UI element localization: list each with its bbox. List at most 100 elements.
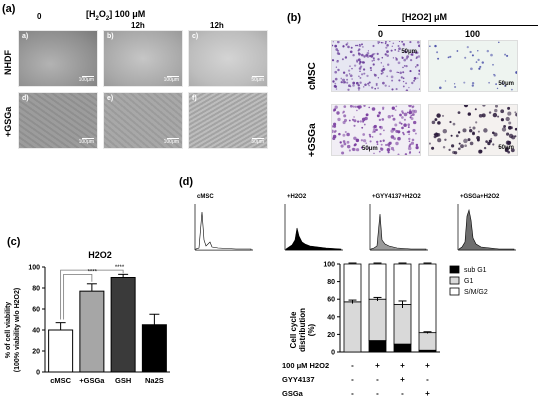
histogram-title: +H2O2 (287, 194, 307, 200)
svg-text:% of cell viability: % of cell viability (5, 302, 12, 359)
stain-cell (401, 126, 404, 130)
stain-cell (399, 113, 402, 117)
stain-cell (429, 45, 431, 47)
stain-cell (453, 151, 458, 155)
stain-cell (405, 82, 408, 85)
stain-cell (504, 148, 509, 153)
stain-cell (475, 121, 478, 124)
stain-cell (334, 70, 338, 74)
stacked-bar-segment (368, 263, 387, 300)
stain-cell (387, 143, 390, 147)
stain-cell (410, 114, 413, 117)
stain-cell (390, 49, 393, 52)
stain-cell (386, 44, 389, 47)
y-tick-label: 100 (28, 265, 40, 272)
stain-cell (403, 45, 405, 47)
stain-cell (356, 120, 360, 123)
y-tick-label: 20 (327, 332, 335, 339)
stain-cell (348, 73, 351, 75)
stain-cell (362, 68, 366, 71)
stain-cell (490, 53, 493, 57)
stain-cell (391, 106, 395, 110)
stain-cell (380, 62, 382, 64)
stain-cell (434, 133, 439, 137)
micrograph-a: a) 100μm (18, 30, 98, 87)
stain-cell (343, 114, 347, 118)
stain-cell (402, 133, 405, 136)
histogram-profile (195, 211, 252, 251)
svg-text:Cell cycle: Cell cycle (289, 311, 298, 348)
stain-cell (364, 83, 367, 86)
stain-cell (508, 121, 512, 125)
stain-cell (463, 138, 468, 144)
category-label: Na2S (145, 376, 164, 385)
legend-swatch (449, 276, 460, 285)
stain-cell (479, 149, 483, 154)
stain-cell (365, 54, 369, 57)
stain-cell (355, 81, 359, 85)
stain-cell (467, 112, 471, 116)
stain-cell (394, 109, 397, 112)
stain-cell (372, 63, 375, 66)
stain-cell (364, 116, 368, 121)
stain-cell (387, 151, 390, 154)
stain-cell (476, 136, 480, 140)
stain-cell (437, 121, 441, 125)
panel-b-col-100: 100 (465, 29, 481, 39)
stain-cell (349, 74, 353, 78)
stain-cell (359, 60, 362, 64)
stain-cell (407, 126, 410, 129)
stain-cell (441, 114, 445, 117)
stain-cell (378, 150, 381, 153)
stain-cell (359, 76, 362, 79)
micrograph-c: c) 50μm (188, 30, 268, 87)
stain-cell (377, 58, 380, 61)
stain-cell (507, 111, 512, 116)
stain-cell (348, 149, 351, 152)
stain-cell (405, 89, 409, 91)
stacked-bar-segment (393, 263, 412, 305)
stain-cell (353, 143, 357, 147)
stain-cell (334, 77, 338, 81)
stain-cell (485, 140, 488, 143)
stain-cell (372, 128, 377, 133)
stain-cell (386, 50, 389, 53)
significance-bracket (63, 273, 93, 320)
stacked-bar-segment (393, 304, 412, 345)
stain-cell (403, 118, 406, 121)
stain-cell (402, 80, 405, 83)
stain-cell (345, 74, 349, 77)
stain-cell (479, 65, 482, 68)
stain-cell (511, 88, 513, 91)
stain-cell (392, 117, 396, 121)
stain-cell (414, 66, 417, 68)
stain-cell (346, 132, 350, 137)
stain-cell (369, 66, 372, 70)
stain-cell (337, 117, 341, 122)
panel-a-row-label-nhdf: NHDF (3, 50, 13, 75)
stain-cell (403, 123, 407, 127)
stain-cell (349, 50, 353, 54)
stain-cell (336, 111, 340, 115)
histogram-profile (370, 213, 427, 251)
stain-cell (413, 77, 417, 80)
stain-cell (383, 129, 385, 132)
stain-cell (341, 58, 344, 61)
stain-cell (493, 132, 498, 137)
stain-cell (496, 87, 499, 90)
stacked-bar-segment (368, 340, 387, 353)
stain-cell (506, 132, 510, 136)
stain-cell (394, 49, 397, 51)
stain-cell (460, 144, 464, 149)
stain-cell (377, 87, 379, 90)
stain-cell (451, 144, 455, 148)
stain-cell (495, 83, 497, 85)
stain-cell (417, 55, 420, 58)
panel-d-letter: (d) (179, 176, 194, 188)
stain-cell (411, 106, 414, 109)
stain-cell (400, 122, 403, 125)
stain-cell (380, 41, 383, 44)
stain-cell (352, 53, 355, 57)
stain-cell (344, 56, 348, 59)
stain-cell (414, 51, 418, 54)
